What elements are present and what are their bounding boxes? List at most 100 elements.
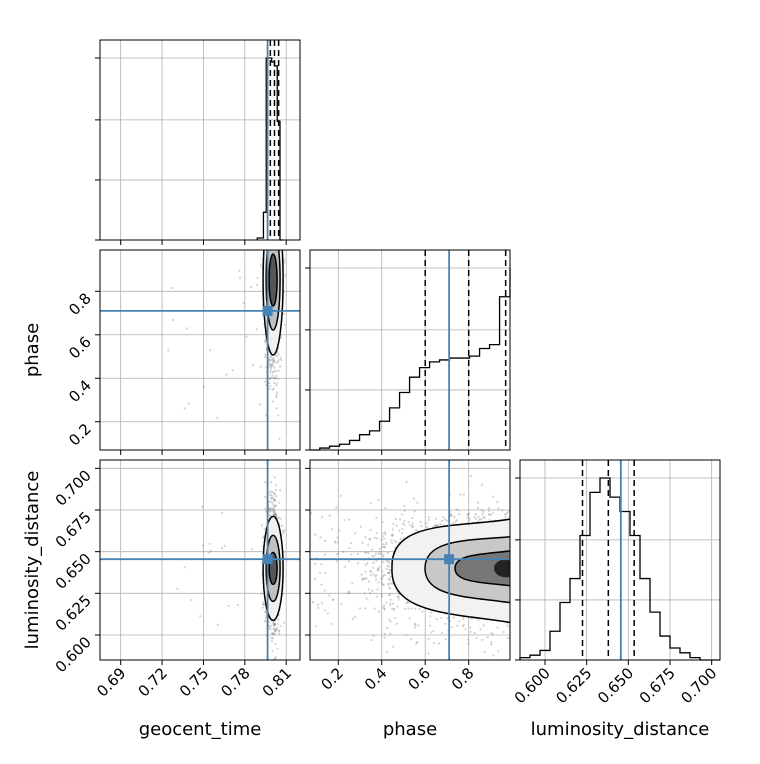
- scatter-point: [328, 594, 331, 597]
- scatter-point: [263, 527, 266, 530]
- scatter-point: [371, 589, 374, 592]
- scatter-point: [386, 572, 390, 575]
- scatter-point: [379, 552, 382, 556]
- scatter-point: [474, 513, 477, 516]
- scatter-point: [274, 377, 277, 380]
- scatter-point: [382, 583, 385, 586]
- scatter-point: [202, 385, 206, 388]
- scatter-point: [435, 618, 438, 621]
- scatter-point: [183, 407, 186, 410]
- scatter-point: [354, 532, 357, 535]
- scatter-point: [376, 568, 380, 571]
- scatter-point: [434, 524, 437, 527]
- scatter-point: [351, 617, 354, 621]
- scatter-point: [376, 537, 379, 540]
- scatter-point: [353, 615, 357, 618]
- scatter-point: [415, 642, 418, 645]
- scatter-point: [370, 574, 373, 577]
- scatter-point: [369, 528, 372, 532]
- scatter-point: [171, 286, 174, 289]
- scatter-point: [367, 543, 370, 546]
- scatter-point: [488, 519, 491, 522]
- scatter-point: [270, 490, 273, 493]
- scatter-point: [462, 623, 465, 626]
- scatter-point: [386, 564, 389, 568]
- scatter-point: [372, 634, 375, 637]
- scatter-point: [389, 604, 392, 607]
- scatter-point: [223, 544, 226, 547]
- scatter-point: [280, 358, 283, 362]
- scatter-point: [373, 607, 376, 610]
- scatter-point: [227, 604, 230, 608]
- scatter-point: [274, 513, 277, 516]
- scatter-point: [283, 621, 286, 624]
- scatter-point: [264, 338, 267, 341]
- scatter-point: [477, 515, 480, 518]
- scatter-point: [403, 607, 407, 610]
- scatter-point: [367, 552, 370, 555]
- scatter-point: [421, 610, 424, 613]
- scatter-point: [388, 593, 392, 596]
- scatter-point: [273, 622, 276, 626]
- scatter-point: [270, 364, 273, 367]
- scatter-point: [382, 553, 385, 556]
- scatter-point: [385, 650, 388, 653]
- scatter-point: [392, 608, 395, 611]
- scatter-point: [381, 570, 384, 573]
- scatter-point: [275, 393, 278, 396]
- scatter-point: [350, 553, 353, 556]
- scatter-point: [271, 361, 274, 364]
- scatter-point: [284, 274, 287, 277]
- scatter-point: [281, 530, 285, 533]
- scatter-point: [367, 580, 370, 583]
- scatter-point: [272, 400, 275, 403]
- scatter-point: [388, 571, 391, 574]
- scatter-point: [343, 518, 346, 522]
- scatter-point: [271, 371, 274, 374]
- scatter-point: [273, 493, 277, 496]
- scatter-point: [455, 508, 458, 511]
- scatter-point: [276, 647, 279, 650]
- scatter-point: [382, 574, 385, 577]
- scatter-point: [389, 598, 392, 601]
- scatter-point: [380, 595, 383, 598]
- scatter-point: [415, 529, 418, 532]
- scatter-point: [276, 355, 279, 358]
- x-tick-label-hd: 0.675: [636, 664, 679, 707]
- scatter-point: [363, 551, 367, 554]
- scatter-point: [272, 359, 275, 363]
- scatter-point: [480, 517, 483, 521]
- scatter-point: [279, 624, 282, 627]
- y-tick-label-a: 0.8: [65, 289, 95, 319]
- scatter-point: [391, 607, 394, 610]
- scatter-point: [323, 589, 326, 592]
- scatter-point: [398, 518, 402, 521]
- scatter-point: [380, 538, 383, 541]
- scatter-point: [420, 524, 423, 527]
- scatter-point: [490, 631, 493, 635]
- scatter-point: [381, 532, 384, 535]
- scatter-point: [452, 521, 455, 525]
- scatter-point: [390, 539, 393, 542]
- scatter-point: [370, 502, 373, 505]
- scatter-point: [225, 373, 228, 376]
- scatter-point: [386, 551, 389, 555]
- scatter-point: [320, 602, 323, 605]
- scatter-point: [356, 562, 359, 565]
- scatter-point: [256, 276, 259, 279]
- scatter-point: [366, 562, 369, 565]
- scatter-point: [269, 507, 272, 510]
- scatter-point: [283, 529, 286, 532]
- y-tick-label-a: 0.6: [65, 333, 95, 363]
- scatter-point: [268, 511, 271, 514]
- y-tick-label-b: 0.675: [52, 508, 95, 551]
- scatter-point: [358, 607, 361, 610]
- scatter-point: [387, 559, 390, 562]
- scatter-point: [442, 516, 445, 519]
- scatter-point: [458, 620, 461, 623]
- scatter-point: [279, 337, 283, 340]
- scatter-point: [490, 643, 493, 646]
- x-tick-label-c: 0.8: [448, 664, 478, 694]
- scatter-point: [453, 516, 456, 519]
- scatter-point: [375, 532, 378, 535]
